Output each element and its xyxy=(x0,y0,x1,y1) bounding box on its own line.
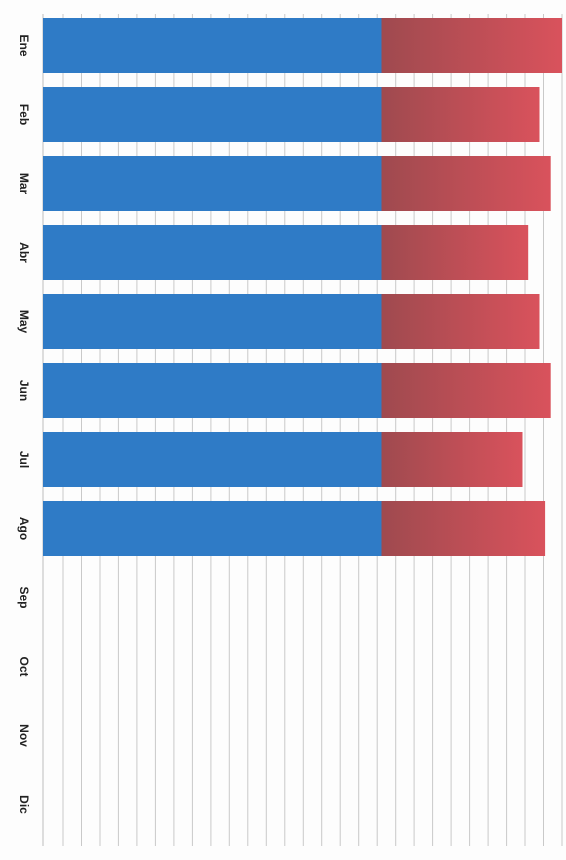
bar-series-2 xyxy=(381,18,562,73)
bar-series-2 xyxy=(381,501,546,556)
bar-series-1 xyxy=(43,363,382,418)
gridlines xyxy=(42,14,563,846)
bar-series-1 xyxy=(43,156,382,211)
bar-series-1 xyxy=(43,432,382,487)
category-label: May xyxy=(17,310,31,334)
bar-series-1 xyxy=(43,18,382,73)
bar-series-1 xyxy=(43,225,382,280)
category-label: Oct xyxy=(17,656,31,676)
bar-series-1 xyxy=(43,87,382,142)
category-label: Feb xyxy=(17,104,31,125)
category-label: Abr xyxy=(17,242,31,263)
bar-series-1 xyxy=(43,501,382,556)
bar-series-2 xyxy=(381,156,551,211)
category-label: Jun xyxy=(17,380,31,401)
category-label: Ene xyxy=(17,34,31,56)
category-label: Nov xyxy=(17,724,31,747)
bar-series-2 xyxy=(381,225,529,280)
category-label: Dic xyxy=(17,795,31,814)
category-label: Jul xyxy=(17,451,31,468)
bar-series-2 xyxy=(381,363,551,418)
bars xyxy=(43,18,562,556)
bar-series-1 xyxy=(43,294,382,349)
bar-series-2 xyxy=(381,294,540,349)
category-label: Ago xyxy=(17,517,31,540)
category-label: Sep xyxy=(17,586,31,608)
category-labels: Ene Feb Mar Abr May Jun Jul Ago Sep Oct Nov Dic xyxy=(17,34,31,814)
bar-series-2 xyxy=(381,432,523,487)
category-label: Mar xyxy=(17,173,31,195)
bar-series-2 xyxy=(381,87,540,142)
